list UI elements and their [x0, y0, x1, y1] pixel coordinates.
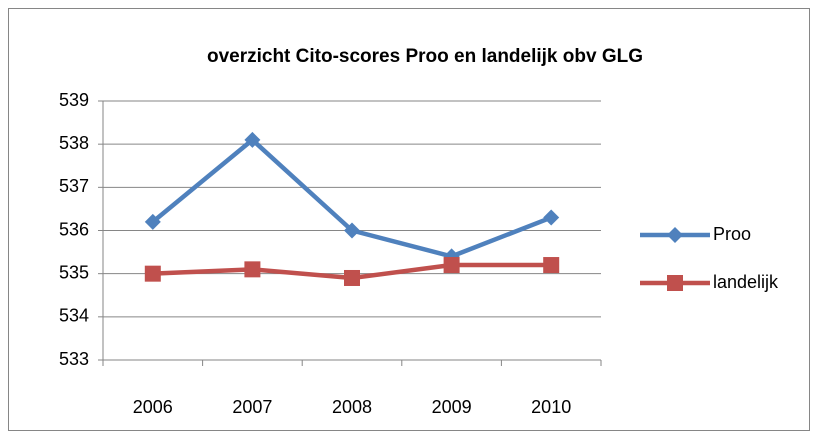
y-tick-label: 538	[59, 133, 89, 153]
data-point	[344, 269, 360, 286]
y-tick-label: 537	[59, 176, 89, 196]
x-tick-label: 2007	[232, 397, 272, 417]
y-tick-label: 535	[59, 262, 89, 282]
legend-marker	[667, 227, 683, 243]
legend-label: Proo	[713, 224, 751, 244]
y-tick-label: 534	[59, 306, 89, 326]
data-point	[543, 257, 560, 274]
y-tick-label: 539	[59, 90, 89, 110]
x-tick-label: 2008	[332, 397, 372, 417]
y-tick-label: 533	[59, 349, 89, 369]
chart-title: overzicht Cito-scores Proo en landelijk …	[207, 46, 643, 67]
data-point	[144, 265, 161, 282]
chart-border	[8, 8, 810, 431]
x-tick-label: 2009	[432, 397, 472, 417]
y-tick-label: 536	[59, 219, 89, 239]
data-point	[543, 209, 560, 226]
data-point	[244, 261, 261, 278]
data-point	[244, 131, 261, 148]
data-point	[144, 213, 161, 230]
data-point	[443, 257, 460, 274]
x-tick-label: 2010	[531, 397, 571, 417]
legend-label: landelijk	[713, 272, 779, 292]
x-tick-label: 2006	[133, 397, 173, 417]
legend-marker	[667, 275, 683, 291]
data-point	[344, 222, 360, 239]
